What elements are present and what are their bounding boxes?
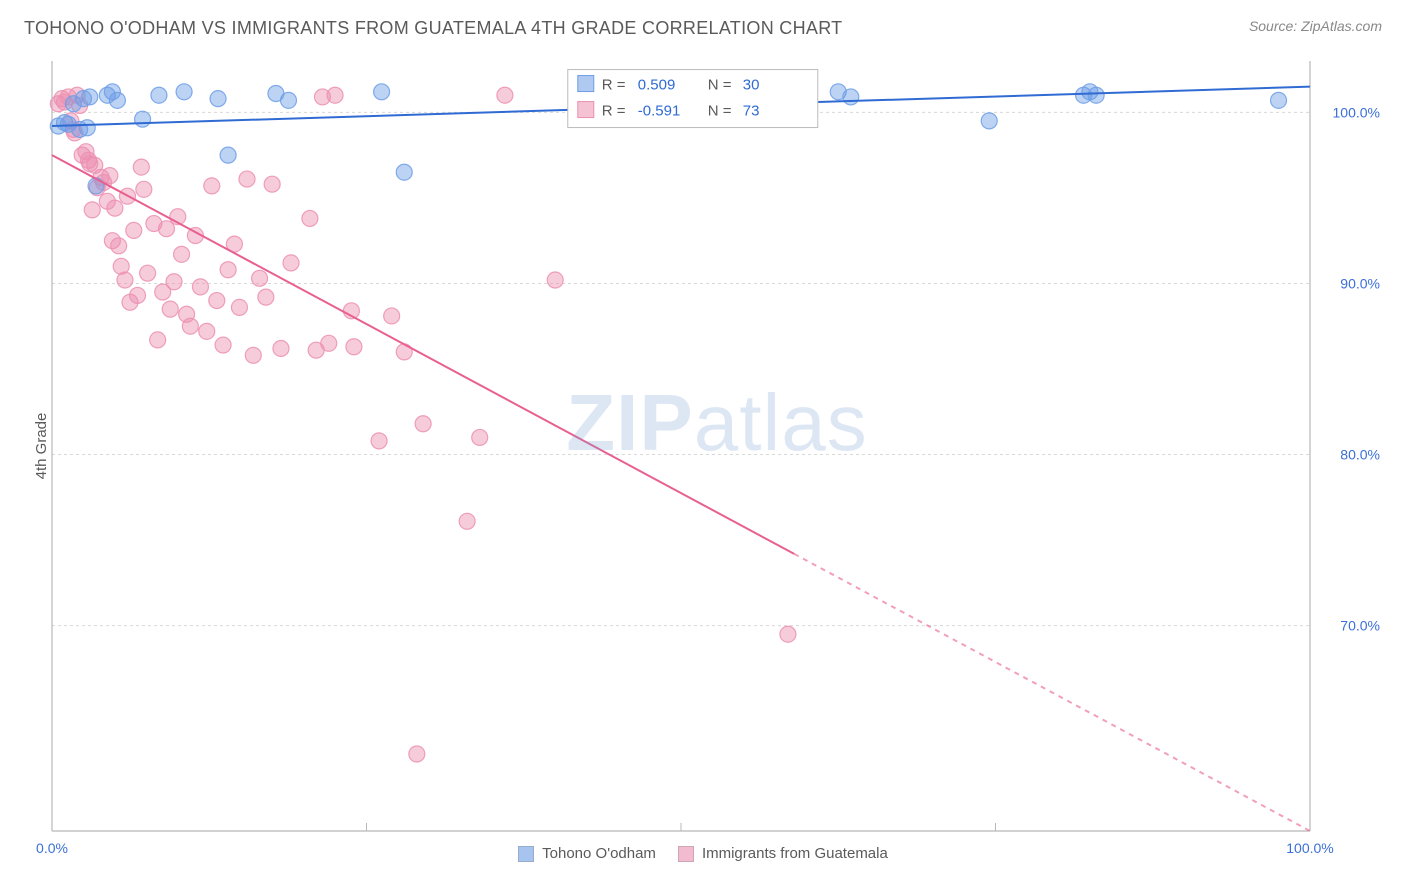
scatter-point	[283, 255, 299, 271]
scatter-point	[204, 178, 220, 194]
scatter-point	[133, 159, 149, 175]
scatter-point	[302, 210, 318, 226]
scatter-point	[384, 308, 400, 324]
scatter-point	[150, 332, 166, 348]
y-tick-label: 90.0%	[1340, 275, 1380, 291]
chart-container: 70.0% 80.0% 90.0% 100.0% R = 0.509 N = 30 R = -0.…	[46, 55, 1388, 837]
scatter-point	[111, 238, 127, 254]
scatter-point	[371, 433, 387, 449]
scatter-point	[130, 287, 146, 303]
scatter-point	[396, 164, 412, 180]
scatter-point	[220, 262, 236, 278]
scatter-point	[327, 87, 343, 103]
legend-item: Immigrants from Guatemala	[678, 845, 888, 862]
scatter-point	[126, 222, 142, 238]
legend-box: R = 0.509 N = 30 R = -0.591 N = 73	[568, 70, 818, 128]
legend-label: Immigrants from Guatemala	[702, 845, 888, 862]
scatter-point	[258, 289, 274, 305]
scatter-point	[199, 323, 215, 339]
scatter-point	[374, 84, 390, 100]
scatter-point	[176, 84, 192, 100]
scatter-point	[1088, 87, 1104, 103]
scatter-point	[174, 246, 190, 262]
legend-text: N =	[708, 103, 732, 120]
legend-label: Tohono O'odham	[542, 845, 656, 862]
scatter-point	[192, 279, 208, 295]
scatter-point	[231, 299, 247, 315]
scatter-point	[321, 335, 337, 351]
scatter-point	[252, 270, 268, 286]
legend-bottom: Tohono O'odham Immigrants from Guatemala	[0, 845, 1406, 862]
legend-item: Tohono O'odham	[518, 845, 656, 862]
scatter-point	[215, 337, 231, 353]
scatter-point	[209, 293, 225, 309]
y-tick-label: 80.0%	[1340, 447, 1380, 463]
legend-text: N =	[708, 77, 732, 94]
scatter-point	[102, 168, 118, 184]
scatter-point	[82, 89, 98, 105]
scatter-point	[136, 181, 152, 197]
scatter-point	[409, 746, 425, 762]
trend-line	[52, 155, 794, 554]
scatter-point	[497, 87, 513, 103]
scatter-point	[780, 626, 796, 642]
scatter-point	[346, 339, 362, 355]
scatter-point	[109, 92, 125, 108]
legend-text: 0.509	[638, 77, 676, 94]
scatter-point	[245, 347, 261, 363]
scatter-point	[459, 513, 475, 529]
legend-swatch	[578, 102, 594, 118]
scatter-point	[281, 92, 297, 108]
scatter-point	[182, 318, 198, 334]
scatter-point	[1271, 92, 1287, 108]
scatter-point	[981, 113, 997, 129]
scatter-point	[88, 178, 104, 194]
scatter-point	[547, 272, 563, 288]
scatter-chart: 70.0% 80.0% 90.0% 100.0% R = 0.509 N = 30 R = -0.…	[46, 55, 1388, 837]
scatter-point	[107, 200, 123, 216]
legend-text: 30	[743, 77, 760, 94]
legend-text: 73	[743, 103, 760, 120]
scatter-point	[239, 171, 255, 187]
legend-text: -0.591	[638, 103, 681, 120]
y-tick-label: 70.0%	[1340, 618, 1380, 634]
scatter-point	[162, 301, 178, 317]
page-title: TOHONO O'ODHAM VS IMMIGRANTS FROM GUATEM…	[24, 18, 842, 39]
scatter-point	[117, 272, 133, 288]
source-attribution: Source: ZipAtlas.com	[1249, 18, 1382, 34]
scatter-point	[166, 274, 182, 290]
y-tick-label: 100.0%	[1333, 104, 1380, 120]
legend-swatch	[518, 846, 534, 862]
scatter-point	[140, 265, 156, 281]
scatter-point	[472, 429, 488, 445]
scatter-point	[220, 147, 236, 163]
trend-line-extrapolated	[794, 554, 1310, 831]
scatter-point	[264, 176, 280, 192]
scatter-point	[84, 202, 100, 218]
legend-swatch	[678, 846, 694, 862]
scatter-point	[415, 416, 431, 432]
legend-text: R =	[602, 103, 626, 120]
legend-text: R =	[602, 77, 626, 94]
scatter-point	[151, 87, 167, 103]
scatter-point	[273, 340, 289, 356]
scatter-point	[210, 91, 226, 107]
scatter-point	[843, 89, 859, 105]
scatter-point	[135, 111, 151, 127]
scatter-point	[79, 120, 95, 136]
legend-swatch	[578, 76, 594, 92]
